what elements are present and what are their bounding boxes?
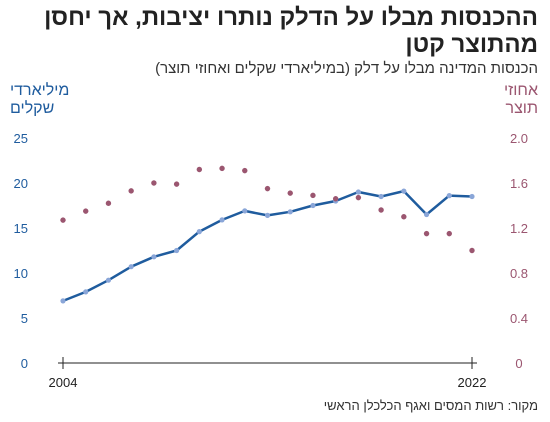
data-point-gdp-percent	[242, 167, 248, 174]
data-point-billions	[310, 202, 316, 209]
data-point-billions	[264, 212, 271, 218]
data-point-billions	[446, 193, 452, 199]
right-axis-tick-label: 1.6	[510, 176, 528, 191]
chart-subtitle: הכנסות המדינה מבלו על דלק (במיליארדי שקל…	[155, 60, 538, 77]
data-point-gdp-percent	[469, 247, 475, 254]
data-point-billions	[355, 189, 361, 195]
right-axis-tick-label: 1.2	[510, 221, 528, 236]
data-point-billions	[83, 289, 89, 295]
chart-title: ההכנסות מבלו על הדלק נותרו יציבות, אך יח…	[44, 4, 538, 58]
data-point-gdp-percent	[83, 208, 89, 214]
right-axis-tick-label: 0.4	[510, 311, 528, 326]
data-point-gdp-percent	[423, 230, 430, 237]
data-point-gdp-percent	[60, 217, 66, 223]
right-axis-tick-label: 0.8	[510, 266, 528, 281]
source-note: מקור: רשות המסים ואגף הכלכלן הראשי	[323, 398, 538, 413]
data-point-billions	[469, 193, 475, 200]
data-point-billions	[196, 229, 202, 235]
data-point-billions	[60, 298, 66, 304]
data-point-gdp-percent	[128, 188, 134, 194]
left-axis-tick-label: 25	[14, 131, 28, 146]
data-point-billions	[378, 193, 384, 200]
left-axis-tick-label: 20	[14, 176, 28, 191]
data-point-gdp-percent	[287, 190, 293, 196]
data-point-billions	[242, 208, 248, 214]
right-axis-tick-label: 0	[515, 356, 522, 371]
data-point-gdp-percent	[378, 207, 384, 213]
left-axis-tick-label: 10	[14, 266, 28, 281]
data-point-billions	[105, 277, 112, 283]
left-axis-tick-label: 15	[14, 221, 28, 236]
data-point-gdp-percent	[105, 200, 112, 206]
data-point-gdp-percent	[219, 165, 225, 172]
left-axis-tick-label: 5	[21, 311, 28, 326]
data-point-gdp-percent	[355, 194, 362, 201]
left-axis-tick-label: 0	[21, 356, 28, 371]
data-point-gdp-percent	[401, 214, 407, 220]
data-point-billions	[151, 254, 157, 260]
data-point-gdp-percent	[151, 180, 157, 186]
data-point-billions	[128, 264, 134, 270]
series-line-billions	[62, 189, 473, 303]
data-point-gdp-percent	[173, 181, 180, 187]
data-point-gdp-percent	[446, 230, 452, 237]
right-axis-title: אחוזי תוצר	[503, 82, 538, 117]
data-point-gdp-percent	[196, 166, 203, 173]
x-axis-tick-label: 2022	[458, 375, 487, 390]
data-point-billions	[423, 211, 430, 218]
data-point-gdp-percent	[332, 196, 339, 202]
x-axis-tick-label: 2004	[49, 375, 78, 390]
data-point-gdp-percent	[264, 185, 271, 192]
data-point-billions	[174, 247, 180, 254]
data-point-billions	[287, 209, 293, 215]
data-point-billions	[401, 188, 407, 194]
right-axis-tick-label: 2.0	[510, 131, 528, 146]
data-point-gdp-percent	[310, 192, 316, 199]
data-point-billions	[219, 217, 225, 223]
left-axis-title: מיליארדי שקלים	[10, 82, 70, 117]
